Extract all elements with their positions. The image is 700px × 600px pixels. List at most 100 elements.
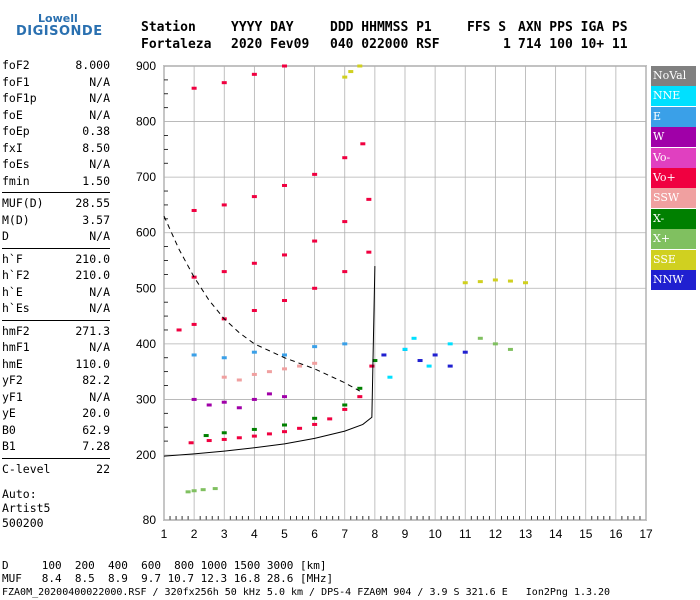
parameter-name: yF2 [2,373,23,387]
echo-point [462,281,468,285]
echo-point [342,75,348,79]
x-tick-label: 16 [609,527,623,541]
echo-point [282,299,287,303]
x-tick-label: 11 [459,527,472,541]
echo-point [200,488,206,492]
echo-point [251,261,257,265]
legend-item: NoVal [651,66,696,86]
echo-point [327,417,333,421]
parameter-name: h`E [2,284,23,299]
x-tick-label: 15 [579,527,593,541]
parameter-value: 0.38 [82,124,110,138]
parameter-row: foF1 N/A [2,75,110,91]
legend-item: X+ [651,229,696,250]
echo-point [191,208,197,212]
echo-point [447,342,453,346]
parameter-value: 8.000 [75,58,110,72]
parameter-value: 7.28 [82,439,110,453]
auto-code: 500200 [2,516,44,530]
y-tick-label: 500 [136,281,156,295]
parameter-row: B0 62.9 [2,423,110,439]
x-tick-label: 2 [191,527,198,541]
footer-muf-row: MUF 8.4 8.5 8.9 9.7 10.7 12.3 16.8 28.6 … [2,572,334,585]
legend-item: NNW [651,270,696,290]
parameter-name: h`F [2,251,23,266]
parameter-row: MUF(D) 28.55 [2,196,110,212]
echo-point [221,203,227,207]
parameter-value: 1.50 [82,173,110,188]
x-tick-label: 14 [549,527,563,541]
y-tick-label: 200 [136,448,156,462]
y-tick-label: 700 [136,170,156,184]
parameter-row: B1 7.28 [2,439,110,455]
echo-point [206,439,212,443]
parameter-name: foE [2,107,23,122]
parameter-name: yE [2,406,16,420]
parameter-row: h`Es N/A [2,301,110,317]
echo-point [251,427,257,431]
parameter-name: h`F2 [2,268,30,282]
legend-item: NNE [651,86,696,107]
parameter-name: foEs [2,157,30,171]
parameter-value: 271.3 [75,323,110,338]
echo-point [191,322,197,326]
parameter-name: hmE [2,356,23,371]
echo-point [372,359,378,363]
parameter-name: h`Es [2,301,30,315]
parameter-row: yF1 N/A [2,390,110,406]
echo-point [369,364,375,368]
x-tick-label: 8 [372,527,379,541]
echo-point [297,426,303,430]
parameter-row: foF2 8.000 [2,58,110,74]
parameter-row: fmin 1.50 [2,174,110,190]
auto-label: Auto: [2,487,37,501]
echo-point [266,370,272,374]
echo-point [312,345,318,349]
echo-point [411,336,417,340]
echo-point [251,195,257,199]
parameter-name: yF1 [2,389,23,404]
echo-point [523,281,528,285]
echo-point [312,286,318,290]
parameter-row: foF1p N/A [2,91,110,107]
parameter-separator [2,319,110,321]
parameter-name: hmF1 [2,340,30,354]
x-tick-label: 7 [341,527,348,541]
parameter-value: N/A [89,340,110,354]
y-tick-label: 800 [136,115,156,129]
echo-point [251,309,257,313]
logo-main-text: DIGISONDE [16,24,103,39]
echo-point [221,270,227,274]
parameter-value: 62.9 [82,422,110,437]
echo-point [221,431,227,435]
parameter-name: M(D) [2,212,30,227]
echo-point [221,437,227,441]
header-value-station: Fortaleza [141,37,212,52]
logo-top-text: Lowell [38,12,78,25]
parameter-name: hmF2 [2,323,30,338]
echo-point [191,489,197,493]
echo-point [251,372,257,376]
parameter-name: foF2 [2,58,30,72]
y-tick-label: 900 [136,59,156,73]
echo-point [282,395,287,399]
echo-point [236,436,242,440]
header-label-date: YYYY DAY [231,20,294,35]
auto-artist: Artist5 [2,501,51,515]
echo-point [221,375,227,379]
echo-point [357,386,363,390]
echo-point [477,336,483,340]
echo-point [206,403,212,407]
parameter-name: B1 [2,439,16,453]
parameter-row: D N/A [2,229,110,245]
legend-item: Vo- [651,147,696,168]
echo-point [191,353,197,357]
parameter-separator [2,457,110,459]
echo-point [221,356,227,360]
echo-point [462,350,468,354]
echo-point [191,397,197,401]
parameter-value: 210.0 [75,268,110,282]
parameter-name: foF1 [2,74,30,89]
echo-point [212,487,218,491]
muf-dashed-curve [163,215,361,392]
